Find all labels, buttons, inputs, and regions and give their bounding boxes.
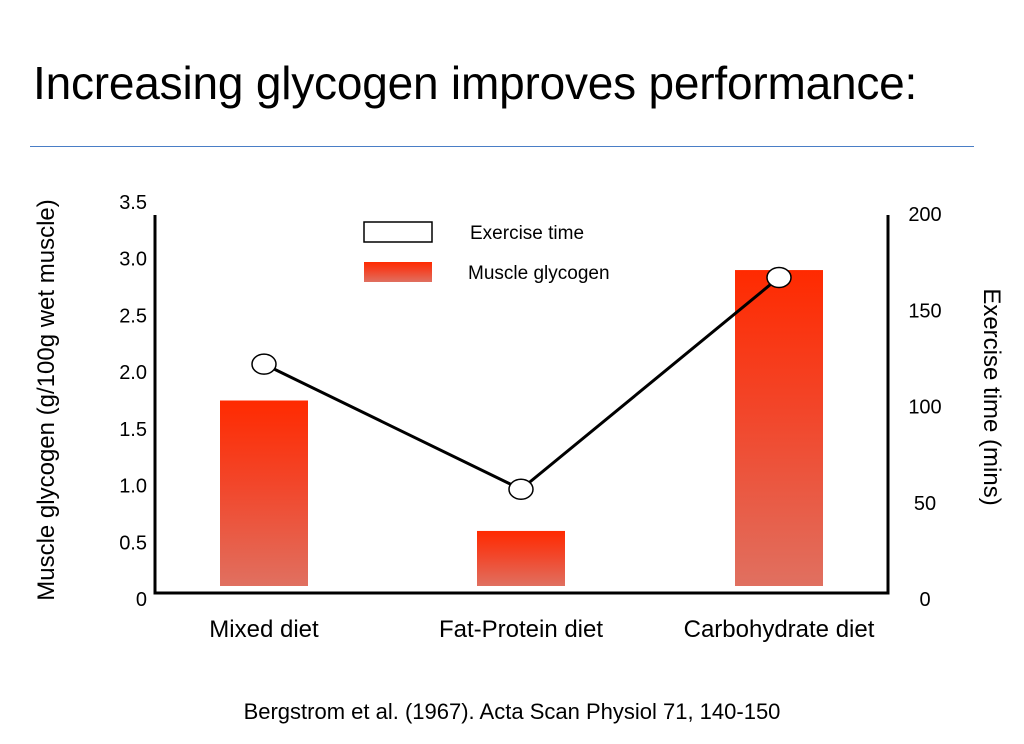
title-divider [30,146,974,147]
left-tick-label: 0 [136,589,147,611]
right-tick-label: 100 [908,397,941,419]
left-tick-label: 1.5 [119,419,147,441]
exercise-time-point-1 [508,478,534,501]
legend: Exercise time Muscle glycogen [363,221,610,284]
left-axis-ticks: 0 0.5 1.0 1.5 2.0 2.5 3.0 3.5 [119,192,147,611]
legend-swatch-exercise-time [363,221,433,243]
right-tick-label: 150 [908,300,941,322]
legend-label-muscle-glycogen: Muscle glycogen [468,263,610,284]
bar-series [220,270,823,586]
right-axis-ticks: 0 50 100 150 200 [908,204,941,611]
right-axis-title: Exercise time (mins) [978,288,1005,505]
bar-mixed-diet [220,400,308,586]
bar-fat-protein-diet [477,530,565,586]
category-label: Carbohydrate diet [684,616,875,643]
citation: Bergstrom et al. (1967). Acta Scan Physi… [243,699,781,724]
left-axis-title: Muscle glycogen (g/100g wet muscle) [33,199,60,601]
left-tick-label: 1.0 [119,476,147,498]
exercise-time-point-2 [766,266,792,289]
exercise-time-polyline [263,276,780,492]
legend-swatch-muscle-glycogen [364,262,432,282]
chart-axes [153,215,890,595]
left-tick-label: 2.5 [119,305,147,327]
slide-title: Increasing glycogen improves performance… [33,57,918,109]
exercise-time-line [251,266,792,501]
right-tick-label: 50 [914,493,936,515]
left-tick-label: 0.5 [119,532,147,554]
exercise-time-point-0 [251,353,277,375]
bar-carbohydrate-diet [735,270,823,586]
category-label: Fat-Protein diet [439,616,603,643]
left-tick-label: 2.0 [119,362,147,384]
left-tick-label: 3.5 [119,192,147,214]
right-tick-label: 0 [919,589,930,611]
left-tick-label: 3.0 [119,249,147,271]
legend-label-exercise-time: Exercise time [470,223,584,244]
category-label: Mixed diet [209,616,319,643]
category-labels: Mixed diet Fat-Protein diet Carbohydrate d… [209,616,874,643]
right-tick-label: 200 [908,204,941,226]
